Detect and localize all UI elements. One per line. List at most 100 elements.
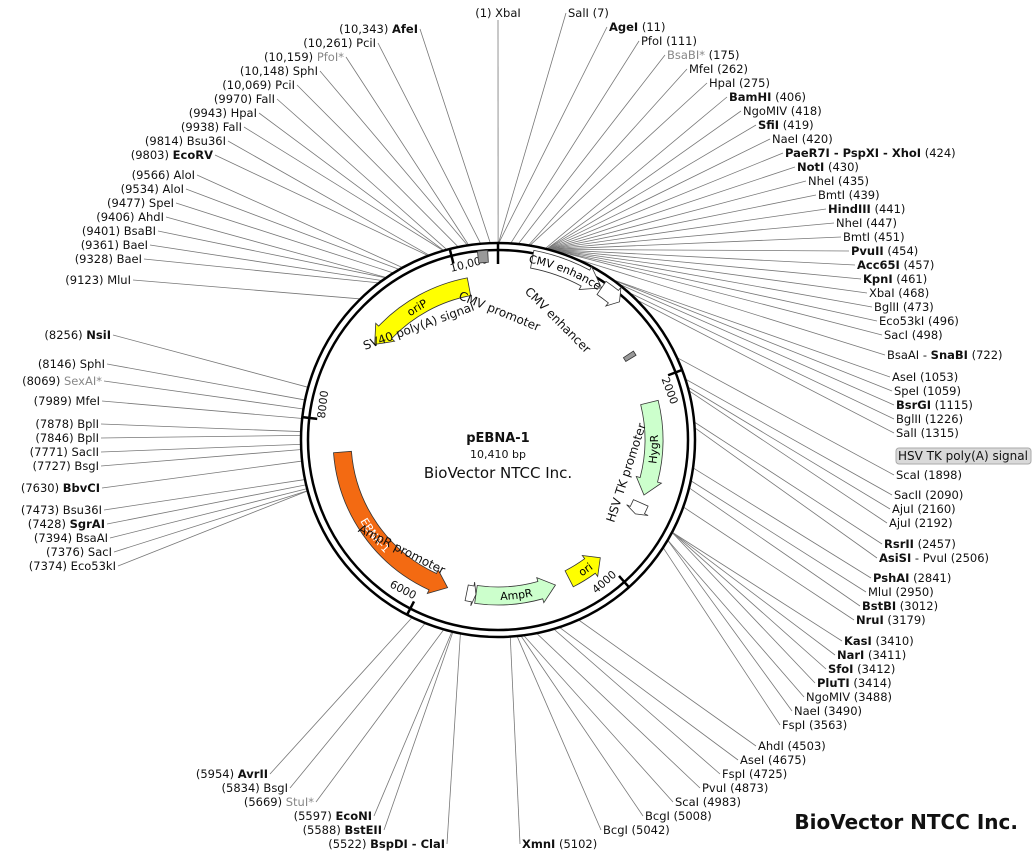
leader-line: [530, 82, 708, 246]
leader-line: [547, 110, 742, 249]
feature-arrow-hsv-tk-poly-a-signal: [622, 350, 637, 363]
restriction-site-label: (9477) SpeI: [107, 196, 174, 210]
leader-line: [686, 379, 893, 496]
restriction-site-label: NgoMIV (418): [743, 104, 822, 118]
restriction-site-label: SalI (7): [568, 6, 609, 20]
leader-line: [688, 387, 891, 510]
restriction-site-label: XmnI (5102): [522, 837, 597, 851]
feature-arrow-ori: [564, 554, 601, 588]
restriction-site-labels: (1) XbaI SalI (7)AgeI (11)PfoI (111)BsaBI…: [21, 6, 1003, 851]
leader-line: [509, 637, 521, 845]
feature-callout-box: [895, 447, 1032, 465]
leader-line: [143, 258, 378, 284]
leader-line: [545, 96, 728, 249]
leader-line: [103, 479, 305, 511]
restriction-site-label: AjuI (2160): [892, 502, 956, 516]
leader-line: [103, 380, 303, 410]
restriction-site-label: (7771) SacII: [30, 445, 99, 459]
leader-line: [227, 140, 429, 256]
restriction-site-label: SfiI (419): [758, 118, 814, 132]
restriction-site-label: SacII (2090): [894, 488, 963, 502]
restriction-site-label: PvuII (454): [851, 244, 918, 258]
restriction-site-label: (7727) BsgI: [33, 459, 99, 473]
restriction-site-label: (8146) SphI: [38, 357, 105, 371]
plasmid-size: 10,410 bp: [470, 448, 526, 461]
ruler-tick: [618, 575, 630, 588]
restriction-site-label: (9970) FalI: [214, 92, 275, 106]
restriction-site-label: HindIII (441): [828, 202, 905, 216]
leader-line: [554, 629, 721, 775]
leader-line: [621, 284, 895, 406]
leader-line: [101, 460, 302, 489]
leader-line: [132, 279, 360, 300]
restriction-site-label: (7428) SgrAI: [28, 517, 105, 531]
leader-line: [547, 124, 757, 249]
leader-line: [695, 428, 878, 559]
leader-line: [551, 249, 856, 266]
restriction-site-label: BcgI (5008): [645, 809, 712, 823]
restriction-site-label: (5597) EcoNI: [294, 809, 372, 823]
restriction-site-label: BglII (473): [874, 300, 934, 314]
leader-line: [383, 632, 454, 831]
leader-line: [517, 636, 602, 831]
restriction-site-label: KasI (3410): [844, 634, 914, 648]
leader-line: [672, 532, 827, 670]
leader-line: [638, 300, 895, 434]
restriction-site-label: BsrGI (1115): [896, 398, 973, 412]
restriction-site-label: Eco53kI (496): [879, 314, 959, 328]
leader-line: [518, 54, 666, 244]
restriction-site-label: NarI (3411): [837, 648, 906, 662]
restriction-site-label: NruI (3179): [856, 613, 926, 627]
restriction-site-label: SpeI (1059): [894, 384, 961, 398]
restriction-site-label: ScaI (1898): [896, 468, 962, 482]
restriction-site-label: (5834) BsgI: [222, 781, 288, 795]
leader-line: [521, 636, 644, 817]
leader-line: [551, 236, 842, 250]
leader-line: [550, 208, 827, 250]
feature-name-hygr: HygR: [646, 434, 661, 464]
leader-line: [631, 293, 895, 420]
restriction-site-label: FspI (4725): [722, 767, 787, 781]
leader-line: [537, 633, 701, 789]
restriction-site-label: (9814) Bsu36I: [145, 134, 226, 148]
ruler-tick: [667, 368, 683, 377]
restriction-site-label: (9803) EcoRV: [131, 148, 213, 162]
leader-line: [672, 532, 836, 656]
feature-arrow-ampr-promoter: [464, 582, 477, 606]
restriction-site-label: MluI (2950): [868, 585, 934, 599]
leader-line: [498, 26, 608, 243]
leader-line: [109, 488, 307, 539]
leader-line: [672, 532, 816, 684]
leader-line: [419, 28, 491, 243]
leader-line: [667, 540, 793, 712]
restriction-site-label: AgeI (11): [609, 20, 665, 34]
restriction-site-label: (9943) HpaI: [189, 106, 257, 120]
leader-line: [549, 180, 807, 250]
restriction-site-label: SacI (498): [884, 328, 943, 342]
feature-arrow-ampr: [474, 576, 557, 606]
restriction-site-label: (5954) AvrII: [196, 767, 268, 781]
leader-line: [498, 12, 567, 243]
leader-line: [560, 627, 739, 761]
feature-arrow-hsv-tk-promoter: [626, 499, 649, 516]
restriction-site-label: (9938) FalI: [181, 120, 242, 134]
leader-line: [100, 423, 301, 432]
feature-label-hsv-tk-poly-a-signal: HSV TK poly(A) signal: [898, 449, 1028, 463]
feature-arrow-orip: [374, 277, 472, 345]
leader-line: [315, 630, 444, 803]
leader-line: [552, 249, 862, 280]
feature-name-ampr: AmpR: [500, 586, 534, 603]
restriction-site-label: SalI (1315): [896, 426, 959, 440]
restriction-site-label: AsiSI - PvuI (2506): [879, 551, 989, 565]
leader-line: [113, 490, 307, 553]
restriction-site-label: (10,261) PciI: [303, 36, 376, 50]
leader-line: [689, 391, 888, 524]
restriction-site-label: Acc65I (457): [857, 258, 934, 272]
leader-line: [556, 250, 878, 322]
restriction-site-label: NheI (435): [808, 174, 869, 188]
leader-line: [258, 112, 444, 251]
leader-line: [117, 490, 307, 567]
restriction-site-label: (7846) BplI: [35, 431, 99, 445]
restriction-site-label: AseI (1053): [892, 370, 958, 384]
leader-line: [149, 244, 381, 281]
